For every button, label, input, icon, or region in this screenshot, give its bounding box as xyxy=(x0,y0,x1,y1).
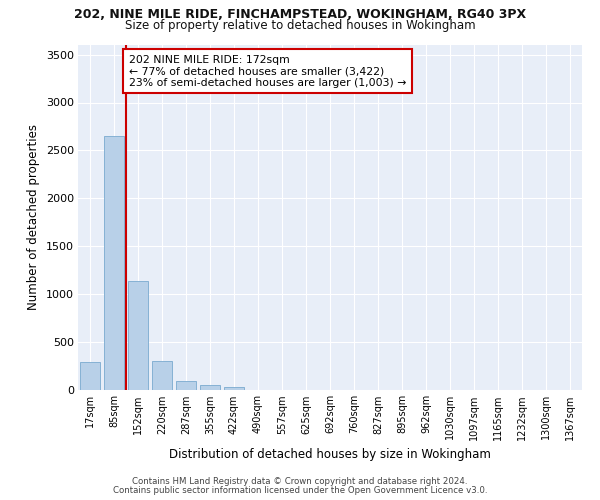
Text: 202, NINE MILE RIDE, FINCHAMPSTEAD, WOKINGHAM, RG40 3PX: 202, NINE MILE RIDE, FINCHAMPSTEAD, WOKI… xyxy=(74,8,526,20)
Bar xyxy=(152,361,172,390)
Bar xyxy=(80,362,100,390)
Text: Contains public sector information licensed under the Open Government Licence v3: Contains public sector information licen… xyxy=(113,486,487,495)
Text: Contains HM Land Registry data © Crown copyright and database right 2024.: Contains HM Land Registry data © Crown c… xyxy=(132,477,468,486)
Y-axis label: Number of detached properties: Number of detached properties xyxy=(27,124,40,310)
Bar xyxy=(128,281,148,390)
Bar xyxy=(176,381,196,390)
Bar xyxy=(200,385,220,390)
Text: Size of property relative to detached houses in Wokingham: Size of property relative to detached ho… xyxy=(125,19,475,32)
Text: 202 NINE MILE RIDE: 172sqm
← 77% of detached houses are smaller (3,422)
23% of s: 202 NINE MILE RIDE: 172sqm ← 77% of deta… xyxy=(129,54,406,88)
Bar xyxy=(224,386,244,390)
Bar xyxy=(104,136,124,390)
X-axis label: Distribution of detached houses by size in Wokingham: Distribution of detached houses by size … xyxy=(169,448,491,461)
